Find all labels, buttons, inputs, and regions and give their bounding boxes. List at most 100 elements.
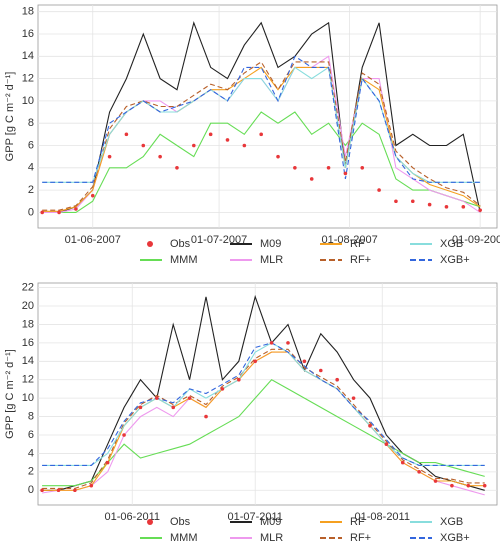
legend-label: M09 [260,238,281,250]
obs-point [204,414,208,419]
obs-point [343,171,348,176]
x-tick-label: 01-07-2011 [227,511,282,523]
y-tick-label: 0 [28,484,34,496]
series-line [42,66,481,183]
legend-label: M09 [260,516,281,528]
obs-point [326,165,331,170]
obs-point [138,405,143,410]
obs-point [124,132,129,137]
obs-point [90,193,95,198]
y-tick-label: 0 [28,206,34,218]
x-tick-label: 01-09-2007 [452,234,500,246]
obs-point [175,165,179,170]
y-tick-label: 8 [28,410,34,422]
series-line [42,111,481,213]
obs-point [155,396,159,400]
obs-point [105,460,110,465]
x-tick-label: 01-06-2011 [105,511,160,523]
obs-point [225,138,230,142]
obs-point [208,132,213,137]
x-tick-label: 01-06-2007 [65,234,121,246]
obs-point [286,341,290,345]
obs-point [466,483,471,488]
obs-point [400,460,405,465]
y-tick-label: 10 [22,95,34,107]
y-tick-label: 4 [28,447,34,459]
obs-point [40,488,44,493]
obs-point [309,177,314,181]
obs-point [220,387,225,391]
series-line [42,351,485,491]
obs-point [40,210,45,215]
y-tick-label: 12 [22,72,34,84]
y-tick-label: 6 [28,429,34,441]
series-line [42,61,481,211]
y-tick-label: 16 [22,28,34,40]
obs-point [444,205,449,209]
obs-point [318,368,323,373]
y-axis-label: GPP [g C m⁻² d⁻¹] [4,349,16,439]
legend-key [147,241,153,247]
legend-label: XGB [440,516,463,528]
obs-point [269,341,274,345]
legend-label: MLR [260,254,283,266]
y-tick-label: 16 [22,337,34,349]
y-tick-label: 2 [28,466,34,478]
legend-label: XGB [440,238,463,250]
legend-label: MLR [260,532,283,544]
series-line [42,342,485,466]
y-tick-label: 18 [22,6,34,18]
obs-point [57,210,61,215]
obs-point [56,488,61,493]
obs-point [158,154,162,159]
y-tick-label: 12 [22,374,34,386]
y-tick-label: 14 [22,355,34,367]
y-tick-label: 20 [22,300,34,312]
obs-point [384,442,389,447]
obs-point [433,479,438,483]
obs-point [482,483,487,488]
x-tick-label: 01-07-2007 [191,234,247,246]
legend-label: Obs [170,516,191,528]
obs-point [74,207,78,211]
legend-label: XGB+ [440,254,470,266]
obs-point [293,165,297,170]
x-tick-label: 01-08-2007 [321,234,377,246]
legend-label: RF+ [350,254,371,266]
obs-point [253,359,258,364]
series-line [42,348,485,489]
y-tick-label: 14 [22,50,34,62]
obs-point [242,143,247,148]
y-tick-label: 22 [22,282,34,294]
y-tick-label: 10 [22,392,34,404]
y-tick-label: 6 [28,139,34,151]
obs-point [394,199,398,204]
obs-point [73,488,77,493]
series-line [42,55,481,183]
obs-point [410,199,415,204]
obs-point [89,483,94,488]
obs-point [276,154,280,159]
y-tick-label: 8 [28,117,34,129]
obs-point [360,165,365,170]
obs-point [122,433,126,437]
x-tick-label: 01-08-2011 [355,511,410,523]
y-tick-label: 2 [28,184,34,196]
legend-label: RF [350,516,365,528]
obs-point [192,143,196,148]
legend-key [147,519,153,525]
obs-point [107,154,112,159]
obs-point [171,405,176,410]
obs-point [450,483,454,488]
legend-label: RF [350,238,365,250]
y-tick-label: 4 [28,162,34,174]
plot-area [37,282,498,506]
obs-point [187,396,192,400]
y-tick-label: 18 [22,318,34,330]
obs-point [237,377,241,382]
obs-point [461,205,466,209]
obs-point [302,359,307,364]
obs-point [259,132,263,137]
obs-point [368,423,372,428]
